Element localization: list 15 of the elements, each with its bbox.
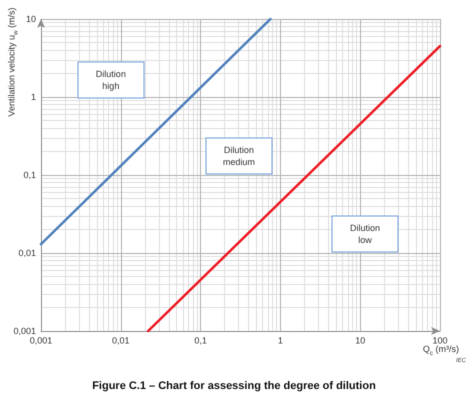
y-tick-label: 0,1 xyxy=(23,170,36,180)
annotation: Dilution medium xyxy=(222,144,255,168)
x-tick-label: 0,01 xyxy=(112,336,130,346)
x-tick-label: 0,1 xyxy=(194,336,207,346)
x-tick-label: 100 xyxy=(432,336,448,346)
y-tick-label: 0,001 xyxy=(13,326,36,336)
x-tick-label: 10 xyxy=(355,336,366,346)
text: Figure C.1 – Chart for assessing the degree of dilution xyxy=(92,380,376,392)
y-tick-label: 0,01 xyxy=(18,248,36,258)
x-axis-title: Q$_{c}$ (m³/s) xyxy=(422,344,459,358)
annotation: Dilution low xyxy=(350,222,380,246)
annotation: Dilution high xyxy=(96,68,126,92)
y-tick-label: 10 xyxy=(26,14,36,24)
y-tick-label: 1 xyxy=(30,92,36,102)
x-tick-label: 1 xyxy=(278,336,283,346)
